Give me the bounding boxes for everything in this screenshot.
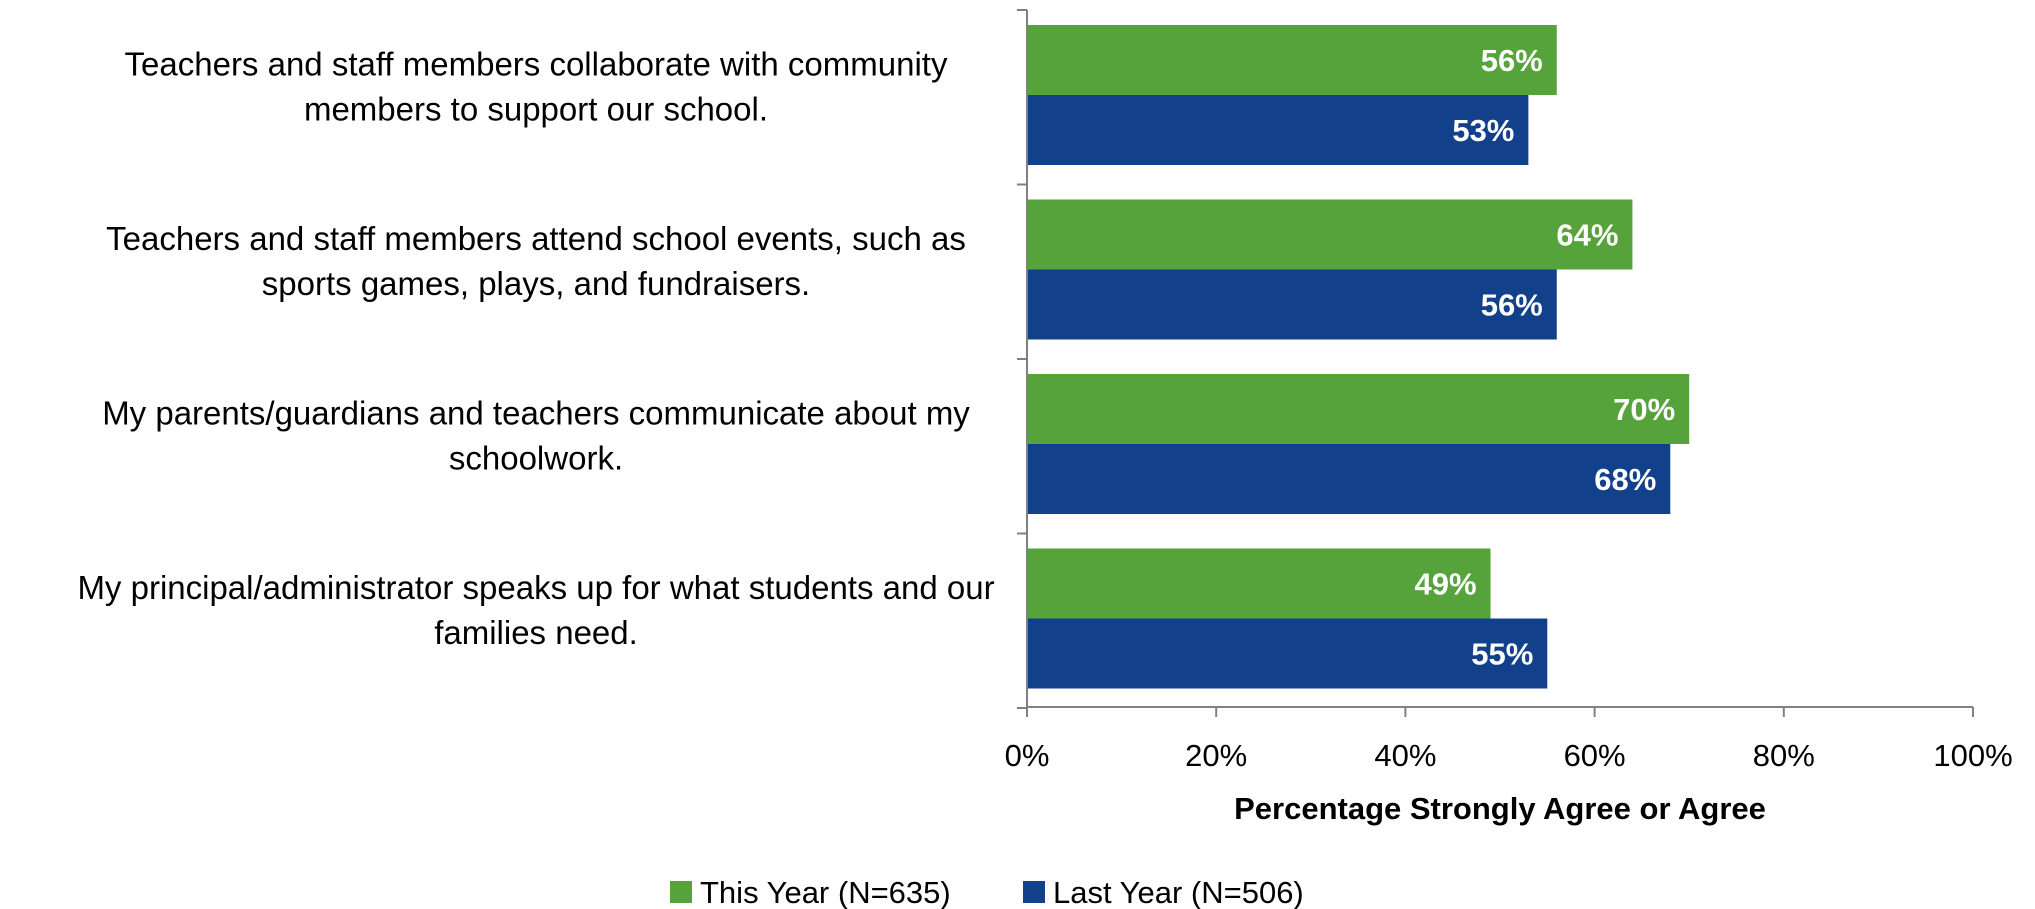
x-tick-labels: 0% 20% 40% 60% 80% 100% <box>1005 738 2013 773</box>
axes <box>1017 9 1974 717</box>
bars <box>1027 25 1690 689</box>
bar-last-year-3 <box>1027 444 1671 514</box>
category-label-4-line-1: My principal/administrator speaks up for… <box>77 569 994 606</box>
x-tick-label: 20% <box>1185 738 1247 773</box>
data-label-last-year-4: 55% <box>1471 637 1533 672</box>
legend-label-this-year: This Year (N=635) <box>700 875 951 909</box>
data-label-last-year-1: 53% <box>1452 113 1514 148</box>
legend: This Year (N=635) Last Year (N=506) <box>670 875 1304 909</box>
category-label-2-line-2: sports games, plays, and fundraisers. <box>262 265 810 302</box>
bar-last-year-4 <box>1027 618 1548 689</box>
x-tick-label: 100% <box>1933 738 2012 773</box>
legend-label-last-year: Last Year (N=506) <box>1053 875 1304 909</box>
x-tick-label: 40% <box>1374 738 1436 773</box>
bar-this-year-4 <box>1027 548 1491 619</box>
data-label-this-year-1: 56% <box>1481 43 1543 78</box>
bar-last-year-2 <box>1027 269 1557 340</box>
data-label-last-year-2: 56% <box>1481 288 1543 323</box>
data-labels: 56% 53% 64% 56% 70% 68% 49% 55% <box>1414 43 1675 672</box>
x-tick-label: 0% <box>1005 738 1050 773</box>
data-label-this-year-3: 70% <box>1613 392 1675 427</box>
data-label-this-year-4: 49% <box>1414 567 1476 602</box>
x-axis-title: Percentage Strongly Agree or Agree <box>1234 791 1766 826</box>
x-tick-label: 80% <box>1753 738 1815 773</box>
bar-this-year-1 <box>1027 25 1557 95</box>
category-labels: Teachers and staff members collaborate w… <box>77 46 994 652</box>
category-label-1-line-2: members to support our school. <box>304 91 768 128</box>
bar-this-year-3 <box>1027 374 1690 444</box>
data-label-last-year-3: 68% <box>1594 462 1656 497</box>
category-label-3-line-1: My parents/guardians and teachers commun… <box>102 395 970 432</box>
bar-last-year-1 <box>1027 95 1529 165</box>
category-label-2-line-1: Teachers and staff members attend school… <box>106 220 966 257</box>
category-label-4-line-2: families need. <box>434 614 638 651</box>
data-label-this-year-2: 64% <box>1556 218 1618 253</box>
category-label-3-line-2: schoolwork. <box>449 440 623 477</box>
legend-swatch-this-year <box>670 881 692 903</box>
category-label-1-line-1: Teachers and staff members collaborate w… <box>125 46 948 83</box>
legend-swatch-last-year <box>1023 881 1045 903</box>
x-tick-label: 60% <box>1564 738 1626 773</box>
bar-this-year-2 <box>1027 199 1633 270</box>
